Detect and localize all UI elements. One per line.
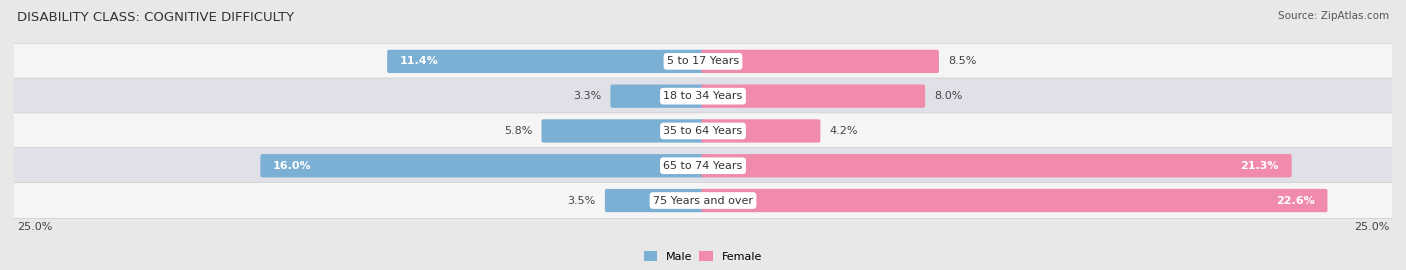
FancyBboxPatch shape: [13, 148, 1393, 184]
FancyBboxPatch shape: [702, 189, 1327, 212]
Legend: Male, Female: Male, Female: [640, 247, 766, 266]
Text: 21.3%: 21.3%: [1240, 161, 1279, 171]
Text: Source: ZipAtlas.com: Source: ZipAtlas.com: [1278, 11, 1389, 21]
Text: 35 to 64 Years: 35 to 64 Years: [664, 126, 742, 136]
Text: 4.2%: 4.2%: [830, 126, 858, 136]
FancyBboxPatch shape: [387, 50, 704, 73]
Text: 65 to 74 Years: 65 to 74 Years: [664, 161, 742, 171]
Text: 5.8%: 5.8%: [503, 126, 531, 136]
Text: 11.4%: 11.4%: [399, 56, 439, 66]
FancyBboxPatch shape: [702, 50, 939, 73]
Text: 22.6%: 22.6%: [1277, 195, 1315, 205]
FancyBboxPatch shape: [610, 85, 704, 108]
FancyBboxPatch shape: [13, 183, 1393, 219]
Text: 25.0%: 25.0%: [17, 222, 52, 232]
FancyBboxPatch shape: [260, 154, 704, 177]
Text: 3.3%: 3.3%: [572, 91, 600, 101]
Text: 16.0%: 16.0%: [273, 161, 312, 171]
FancyBboxPatch shape: [13, 78, 1393, 114]
Text: 3.5%: 3.5%: [567, 195, 596, 205]
FancyBboxPatch shape: [541, 119, 704, 143]
Text: 8.5%: 8.5%: [948, 56, 977, 66]
FancyBboxPatch shape: [702, 119, 820, 143]
Text: 75 Years and over: 75 Years and over: [652, 195, 754, 205]
Text: 25.0%: 25.0%: [1354, 222, 1389, 232]
FancyBboxPatch shape: [605, 189, 704, 212]
Text: 5 to 17 Years: 5 to 17 Years: [666, 56, 740, 66]
FancyBboxPatch shape: [702, 85, 925, 108]
Text: 18 to 34 Years: 18 to 34 Years: [664, 91, 742, 101]
Text: 8.0%: 8.0%: [935, 91, 963, 101]
FancyBboxPatch shape: [702, 154, 1292, 177]
FancyBboxPatch shape: [13, 113, 1393, 149]
FancyBboxPatch shape: [13, 43, 1393, 79]
Text: DISABILITY CLASS: COGNITIVE DIFFICULTY: DISABILITY CLASS: COGNITIVE DIFFICULTY: [17, 11, 294, 24]
